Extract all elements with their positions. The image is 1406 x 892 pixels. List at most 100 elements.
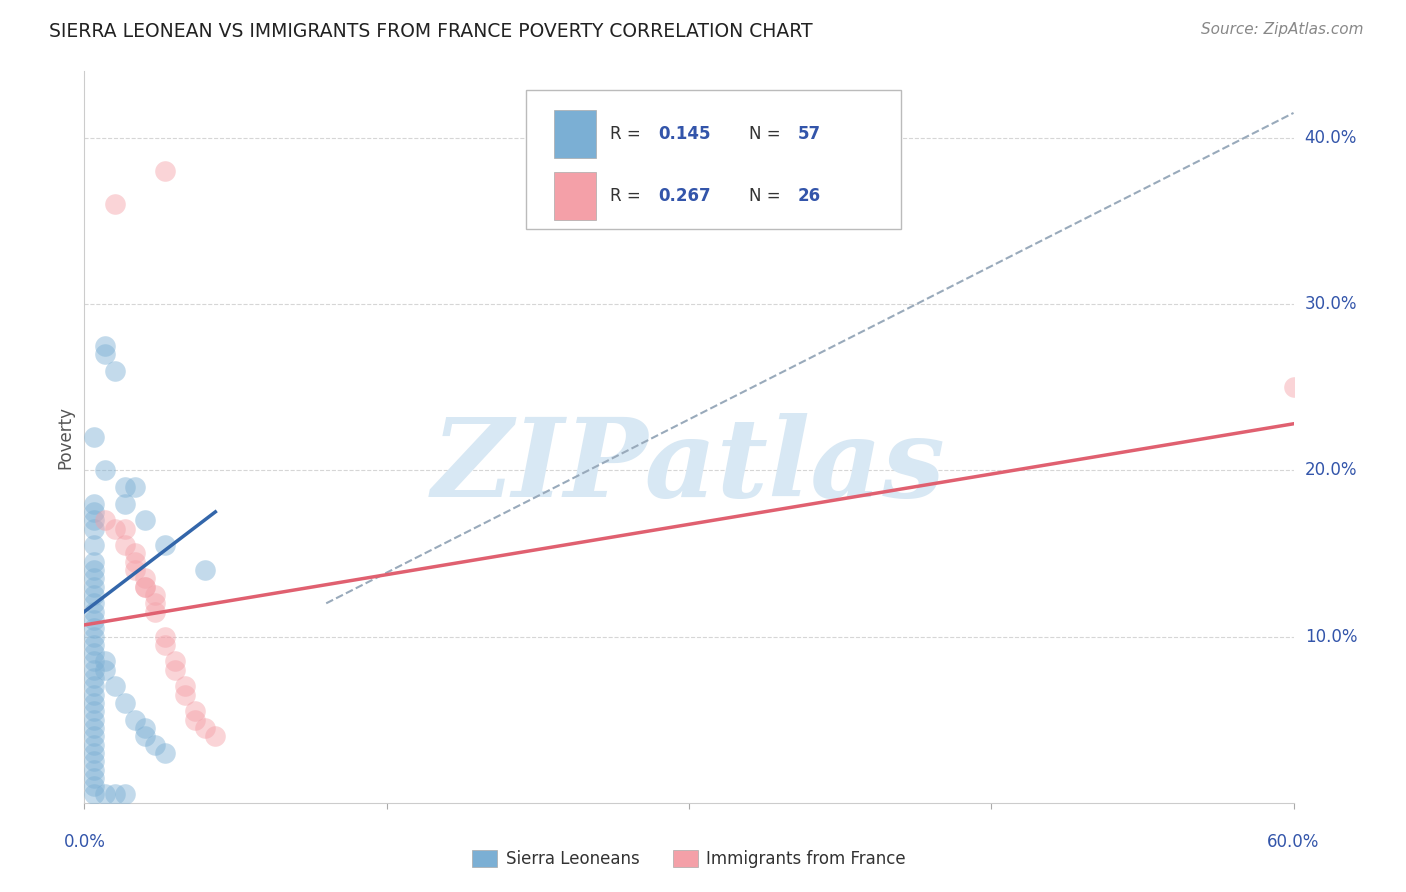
Point <box>184 713 207 727</box>
Point <box>83 638 105 652</box>
Text: R =: R = <box>610 125 647 143</box>
Text: 57: 57 <box>797 125 821 143</box>
Point <box>83 563 105 577</box>
Point <box>143 738 166 752</box>
Point <box>93 338 115 352</box>
Point <box>83 588 105 602</box>
Point <box>83 580 105 594</box>
Y-axis label: Poverty: Poverty <box>56 406 75 468</box>
Point <box>83 788 105 802</box>
Point <box>134 729 156 743</box>
Point <box>174 688 197 702</box>
Point <box>114 497 136 511</box>
Point <box>83 663 105 677</box>
Point <box>93 513 115 527</box>
Text: 0.267: 0.267 <box>659 187 711 205</box>
Point <box>104 788 127 802</box>
Point <box>104 363 127 377</box>
Point <box>83 763 105 777</box>
Point <box>83 721 105 735</box>
Point <box>83 555 105 569</box>
Point <box>83 646 105 660</box>
Point <box>83 605 105 619</box>
Point <box>83 655 105 669</box>
Point <box>124 555 146 569</box>
Point <box>1282 380 1305 394</box>
Point <box>143 596 166 610</box>
Text: N =: N = <box>749 187 786 205</box>
Point <box>83 596 105 610</box>
FancyBboxPatch shape <box>526 89 901 228</box>
Point <box>184 705 207 719</box>
Text: 10.0%: 10.0% <box>1305 628 1357 646</box>
Point <box>124 546 146 560</box>
Point <box>153 164 176 178</box>
Point <box>174 680 197 694</box>
Point <box>104 197 127 211</box>
Point <box>194 563 217 577</box>
Point <box>204 729 226 743</box>
Text: R =: R = <box>610 187 647 205</box>
Point <box>124 713 146 727</box>
Point <box>124 480 146 494</box>
Text: ZIPatlas: ZIPatlas <box>432 413 946 520</box>
Point <box>83 497 105 511</box>
Point <box>124 563 146 577</box>
Text: 0.145: 0.145 <box>659 125 711 143</box>
Point <box>83 754 105 768</box>
Point <box>153 638 176 652</box>
Point <box>104 521 127 535</box>
Point <box>83 713 105 727</box>
Point <box>93 655 115 669</box>
Point <box>93 463 115 477</box>
Text: Source: ZipAtlas.com: Source: ZipAtlas.com <box>1201 22 1364 37</box>
Point <box>83 613 105 627</box>
Point <box>83 705 105 719</box>
Text: N =: N = <box>749 125 786 143</box>
Point <box>83 621 105 635</box>
Point <box>83 696 105 710</box>
Point <box>83 505 105 519</box>
Point <box>93 347 115 361</box>
Point <box>134 580 156 594</box>
Text: 40.0%: 40.0% <box>1305 128 1357 147</box>
Point <box>134 513 156 527</box>
Point <box>134 580 156 594</box>
Point <box>83 538 105 552</box>
Text: 0.0%: 0.0% <box>63 833 105 851</box>
Text: 26: 26 <box>797 187 821 205</box>
Point <box>83 688 105 702</box>
Point <box>93 663 115 677</box>
FancyBboxPatch shape <box>554 111 596 158</box>
Point <box>114 696 136 710</box>
Point <box>83 779 105 793</box>
Point <box>83 771 105 785</box>
Point <box>114 480 136 494</box>
Point <box>83 513 105 527</box>
Text: 60.0%: 60.0% <box>1267 833 1320 851</box>
Point <box>114 788 136 802</box>
FancyBboxPatch shape <box>554 172 596 219</box>
Text: 20.0%: 20.0% <box>1305 461 1357 479</box>
Legend: Sierra Leoneans, Immigrants from France: Sierra Leoneans, Immigrants from France <box>465 844 912 875</box>
Point <box>165 663 187 677</box>
Point <box>83 630 105 644</box>
Point <box>83 729 105 743</box>
Point <box>83 430 105 444</box>
Point <box>83 671 105 685</box>
Point <box>134 571 156 585</box>
Text: 30.0%: 30.0% <box>1305 295 1357 313</box>
Point <box>143 588 166 602</box>
Point <box>194 721 217 735</box>
Point <box>104 680 127 694</box>
Point <box>134 721 156 735</box>
Point <box>83 680 105 694</box>
Point <box>153 630 176 644</box>
Point <box>153 538 176 552</box>
Point <box>83 738 105 752</box>
Point <box>114 538 136 552</box>
Point <box>83 521 105 535</box>
Point <box>93 788 115 802</box>
Text: SIERRA LEONEAN VS IMMIGRANTS FROM FRANCE POVERTY CORRELATION CHART: SIERRA LEONEAN VS IMMIGRANTS FROM FRANCE… <box>49 22 813 41</box>
Point <box>143 605 166 619</box>
